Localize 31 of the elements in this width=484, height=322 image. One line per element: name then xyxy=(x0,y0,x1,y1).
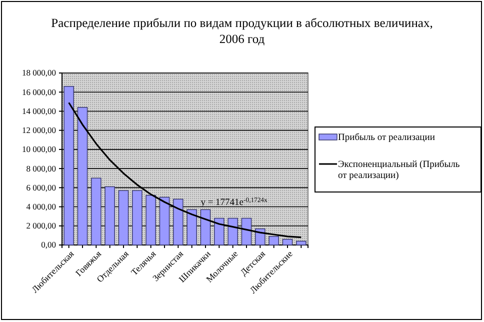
bar xyxy=(282,238,293,246)
bar xyxy=(91,178,102,246)
bar xyxy=(132,190,142,246)
bar xyxy=(159,196,170,246)
bar xyxy=(268,236,279,246)
bar xyxy=(64,86,74,246)
bar xyxy=(186,209,197,246)
bar xyxy=(146,194,156,246)
bar xyxy=(241,218,252,246)
legend-label: Экспоненциальный (Прибыль от реализации) xyxy=(338,160,460,181)
y-tick-label: 6 000,00 xyxy=(26,182,56,192)
y-tick-label: 4 000,00 xyxy=(26,202,56,212)
y-tick-label: 0,00 xyxy=(41,240,56,250)
y-tick-label: 2 000,00 xyxy=(26,220,56,231)
bar xyxy=(255,228,266,246)
y-tick-label: 12 000,00 xyxy=(22,125,56,136)
chart-title: Распределение прибыли по видам продукции в абсолютных величинах, 2006 год xyxy=(51,16,433,46)
y-tick-label: 14 000,00 xyxy=(22,106,56,116)
bar xyxy=(296,240,306,246)
bar xyxy=(214,218,224,246)
legend-label: Прибыль от реализации xyxy=(338,133,435,143)
y-tick-label: 10 000,00 xyxy=(22,144,56,154)
y-tick-label: 8 000,00 xyxy=(26,163,56,174)
y-tick-label: 18 000,00 xyxy=(22,68,56,78)
bar xyxy=(200,209,211,246)
bar xyxy=(104,186,115,246)
y-tick-label: 16 000,00 xyxy=(22,86,56,97)
bar xyxy=(173,198,184,246)
bar xyxy=(118,190,129,246)
bar xyxy=(77,107,88,246)
bar xyxy=(228,218,238,246)
